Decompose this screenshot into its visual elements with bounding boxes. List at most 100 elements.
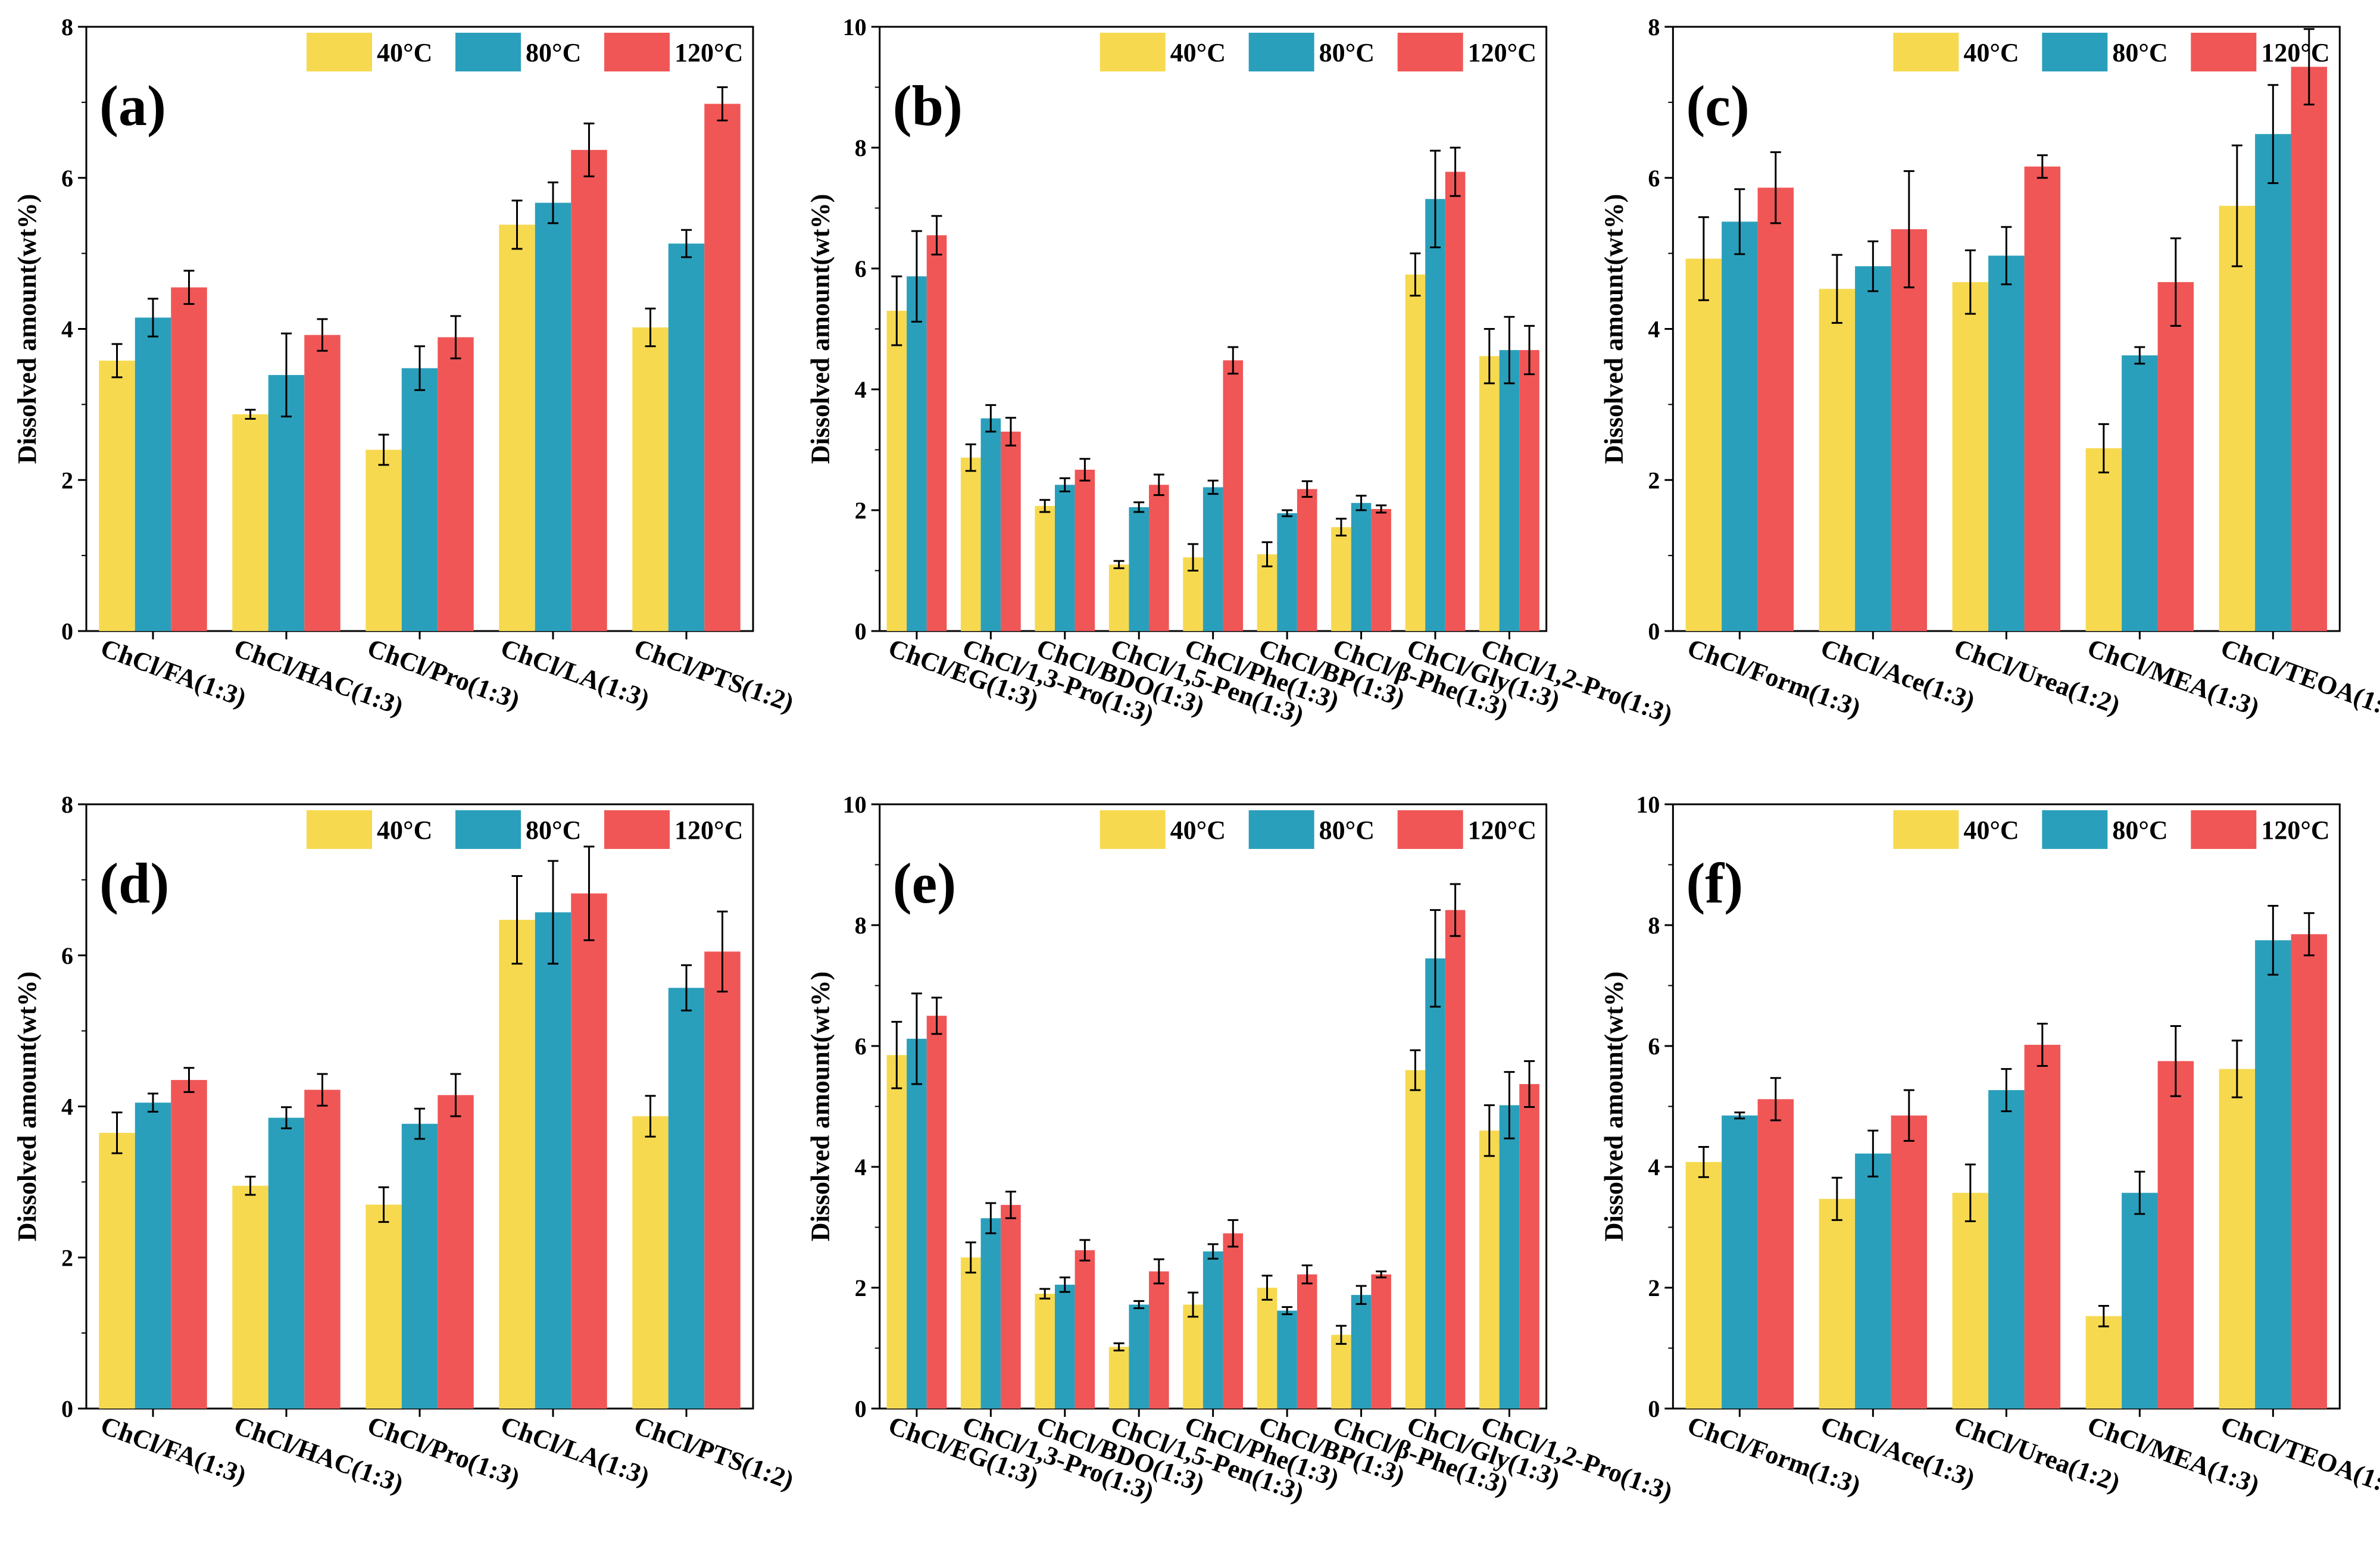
legend-label: 80°C bbox=[526, 38, 581, 67]
bar bbox=[2157, 282, 2194, 631]
legend-label: 120°C bbox=[674, 816, 743, 845]
legend-swatch bbox=[604, 33, 670, 71]
bar bbox=[907, 1038, 927, 1409]
bar bbox=[99, 1132, 135, 1409]
bar bbox=[1757, 188, 1794, 631]
bar bbox=[135, 1103, 171, 1409]
bar bbox=[571, 893, 607, 1409]
bar bbox=[1479, 356, 1500, 631]
y-tick-label: 6 bbox=[855, 255, 867, 282]
y-tick-label: 10 bbox=[843, 791, 867, 818]
bar bbox=[668, 243, 705, 632]
y-axis-label: Dissolved amount(wt%) bbox=[13, 194, 42, 464]
bar bbox=[232, 414, 268, 631]
legend-swatch bbox=[307, 33, 372, 71]
bar bbox=[2291, 67, 2328, 631]
bar bbox=[1519, 1083, 1539, 1409]
bar bbox=[1425, 958, 1445, 1409]
y-tick-label: 8 bbox=[1648, 14, 1660, 40]
x-tick-label: ChCl/FA(1:3) bbox=[97, 633, 250, 713]
y-tick-label: 2 bbox=[855, 497, 867, 524]
bar bbox=[1257, 1288, 1278, 1409]
legend-swatch bbox=[455, 33, 521, 71]
bar bbox=[1351, 1295, 1372, 1409]
bar bbox=[171, 287, 207, 631]
bar bbox=[1001, 432, 1021, 631]
panel-label: (e) bbox=[893, 851, 957, 915]
y-tick-label: 0 bbox=[1648, 1395, 1660, 1422]
bar bbox=[1223, 1233, 1244, 1409]
bar bbox=[632, 327, 669, 631]
bar bbox=[2219, 205, 2256, 632]
y-tick-label: 0 bbox=[61, 618, 73, 645]
legend-label: 120°C bbox=[674, 38, 743, 67]
bar bbox=[171, 1080, 207, 1409]
bar bbox=[1297, 489, 1317, 631]
bar bbox=[2024, 1044, 2061, 1409]
bar bbox=[2255, 134, 2291, 632]
bar bbox=[1425, 199, 1445, 631]
bar bbox=[1297, 1274, 1317, 1409]
bar bbox=[2219, 1069, 2256, 1409]
y-tick-label: 10 bbox=[843, 14, 867, 40]
bar bbox=[1108, 564, 1129, 631]
x-tick-label: ChCl/PTS(1:2) bbox=[630, 1410, 798, 1495]
bar bbox=[1149, 485, 1169, 631]
bar bbox=[1952, 1192, 1989, 1409]
x-tick-label: ChCl/PTS(1:2) bbox=[630, 633, 798, 717]
y-tick-label: 4 bbox=[855, 1154, 867, 1181]
bar bbox=[886, 311, 907, 631]
bar bbox=[1685, 1161, 1722, 1409]
bar bbox=[1054, 1284, 1075, 1409]
legend-label: 40°C bbox=[1963, 816, 2019, 845]
bar bbox=[980, 418, 1001, 631]
y-tick-label: 4 bbox=[61, 316, 73, 343]
bar bbox=[499, 224, 535, 632]
bar bbox=[1035, 1294, 1055, 1409]
y-tick-label: 8 bbox=[855, 135, 867, 161]
x-tick-label: ChCl/LA(1:3) bbox=[497, 1410, 654, 1491]
bar bbox=[980, 1218, 1001, 1409]
bar bbox=[2291, 934, 2328, 1409]
bar bbox=[1855, 266, 1891, 632]
legend-label: 80°C bbox=[1319, 38, 1375, 67]
chart-panel-d: 0 2 4 6 8 Dissolved amount(wt%) ChCl/FA(1:3) Ch… bbox=[13, 791, 798, 1498]
bar bbox=[1819, 289, 1856, 632]
bar bbox=[668, 988, 705, 1409]
y-tick-label: 0 bbox=[855, 1395, 867, 1422]
bar bbox=[2157, 1061, 2194, 1409]
panel-label: (f) bbox=[1686, 851, 1743, 915]
legend-swatch bbox=[1893, 810, 1959, 849]
bar bbox=[1183, 1304, 1203, 1409]
bar bbox=[2024, 166, 2061, 631]
y-tick-label: 0 bbox=[61, 1395, 73, 1422]
bar bbox=[366, 449, 402, 631]
legend-swatch bbox=[1893, 33, 1959, 71]
bar bbox=[1952, 282, 1989, 631]
bar bbox=[2122, 355, 2158, 631]
chart-panel-a: 0 2 4 6 8 Dissolved amount(wt%) ChCl/FA(1:3) Ch… bbox=[13, 14, 798, 721]
bar bbox=[1129, 507, 1150, 631]
bar bbox=[960, 1257, 981, 1409]
bar bbox=[1331, 1335, 1351, 1409]
bar bbox=[1054, 485, 1075, 631]
bar bbox=[438, 1095, 474, 1409]
y-tick-label: 8 bbox=[855, 912, 867, 939]
legend-swatch bbox=[2042, 810, 2108, 849]
bar bbox=[926, 235, 947, 631]
panel-label: (b) bbox=[893, 74, 963, 138]
y-tick-label: 8 bbox=[61, 14, 73, 40]
bar bbox=[1371, 1274, 1391, 1409]
bar bbox=[1075, 1250, 1095, 1409]
y-tick-label: 2 bbox=[855, 1275, 867, 1301]
bar bbox=[1405, 274, 1426, 631]
bar bbox=[571, 149, 607, 631]
legend-label: 40°C bbox=[1170, 816, 1226, 845]
y-tick-label: 2 bbox=[1648, 1275, 1660, 1301]
legend-label: 40°C bbox=[377, 816, 432, 845]
bar bbox=[1499, 1105, 1520, 1409]
panel-label: (c) bbox=[1686, 74, 1750, 138]
y-tick-label: 2 bbox=[1648, 467, 1660, 494]
